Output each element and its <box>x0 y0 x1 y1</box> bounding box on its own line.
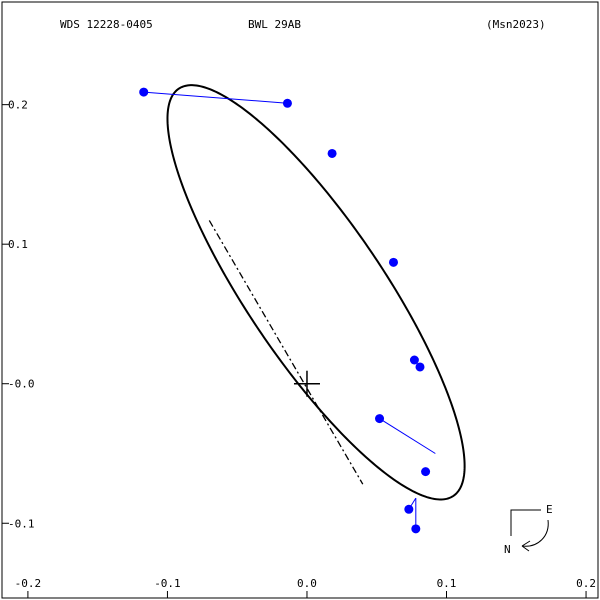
compass-arrow <box>521 519 549 547</box>
x-tick-label: 0.2 <box>576 577 596 590</box>
residual-lines <box>143 91 436 529</box>
observation-point <box>327 148 337 158</box>
residual-line <box>379 418 436 454</box>
compass-east-label: E <box>546 503 553 516</box>
observation-point <box>409 355 419 365</box>
x-tick-label: 0.1 <box>437 577 457 590</box>
header-wds: WDS 12228-0405 <box>60 18 153 31</box>
observation-point <box>404 504 414 514</box>
line-of-nodes <box>208 220 364 485</box>
compass-north-label: N <box>504 543 511 556</box>
compass-rose: E N <box>504 503 553 556</box>
primary-star-cross <box>293 370 320 397</box>
x-tick-label: -0.2 <box>15 577 42 590</box>
residual-line <box>143 91 288 104</box>
observation-point <box>411 524 421 534</box>
header-ref: (Msn2023) <box>486 18 546 31</box>
y-tick-label: 0.2 <box>8 99 28 112</box>
observation-points <box>139 87 431 534</box>
y-axis-ticks: 0.2 0.1 -0.0 -0.1 <box>2 99 35 530</box>
compass-axes <box>510 509 541 536</box>
y-tick-label: 0.1 <box>8 238 28 251</box>
observation-point <box>415 362 425 372</box>
observation-point <box>421 467 431 477</box>
observation-point <box>375 414 385 424</box>
y-tick-label: -0.1 <box>8 517 35 530</box>
header-name: BWL 29AB <box>248 18 301 31</box>
x-tick-label: 0.0 <box>297 577 317 590</box>
x-tick-label: -0.1 <box>154 577 181 590</box>
orbit-ellipse <box>166 84 466 501</box>
observation-point <box>282 98 292 108</box>
x-axis-ticks: -0.2 -0.1 0.0 0.1 0.2 <box>15 577 596 598</box>
compass-arrowhead <box>521 540 531 552</box>
observation-point <box>139 87 149 97</box>
observation-point <box>388 257 398 267</box>
y-tick-label: -0.0 <box>8 378 35 391</box>
